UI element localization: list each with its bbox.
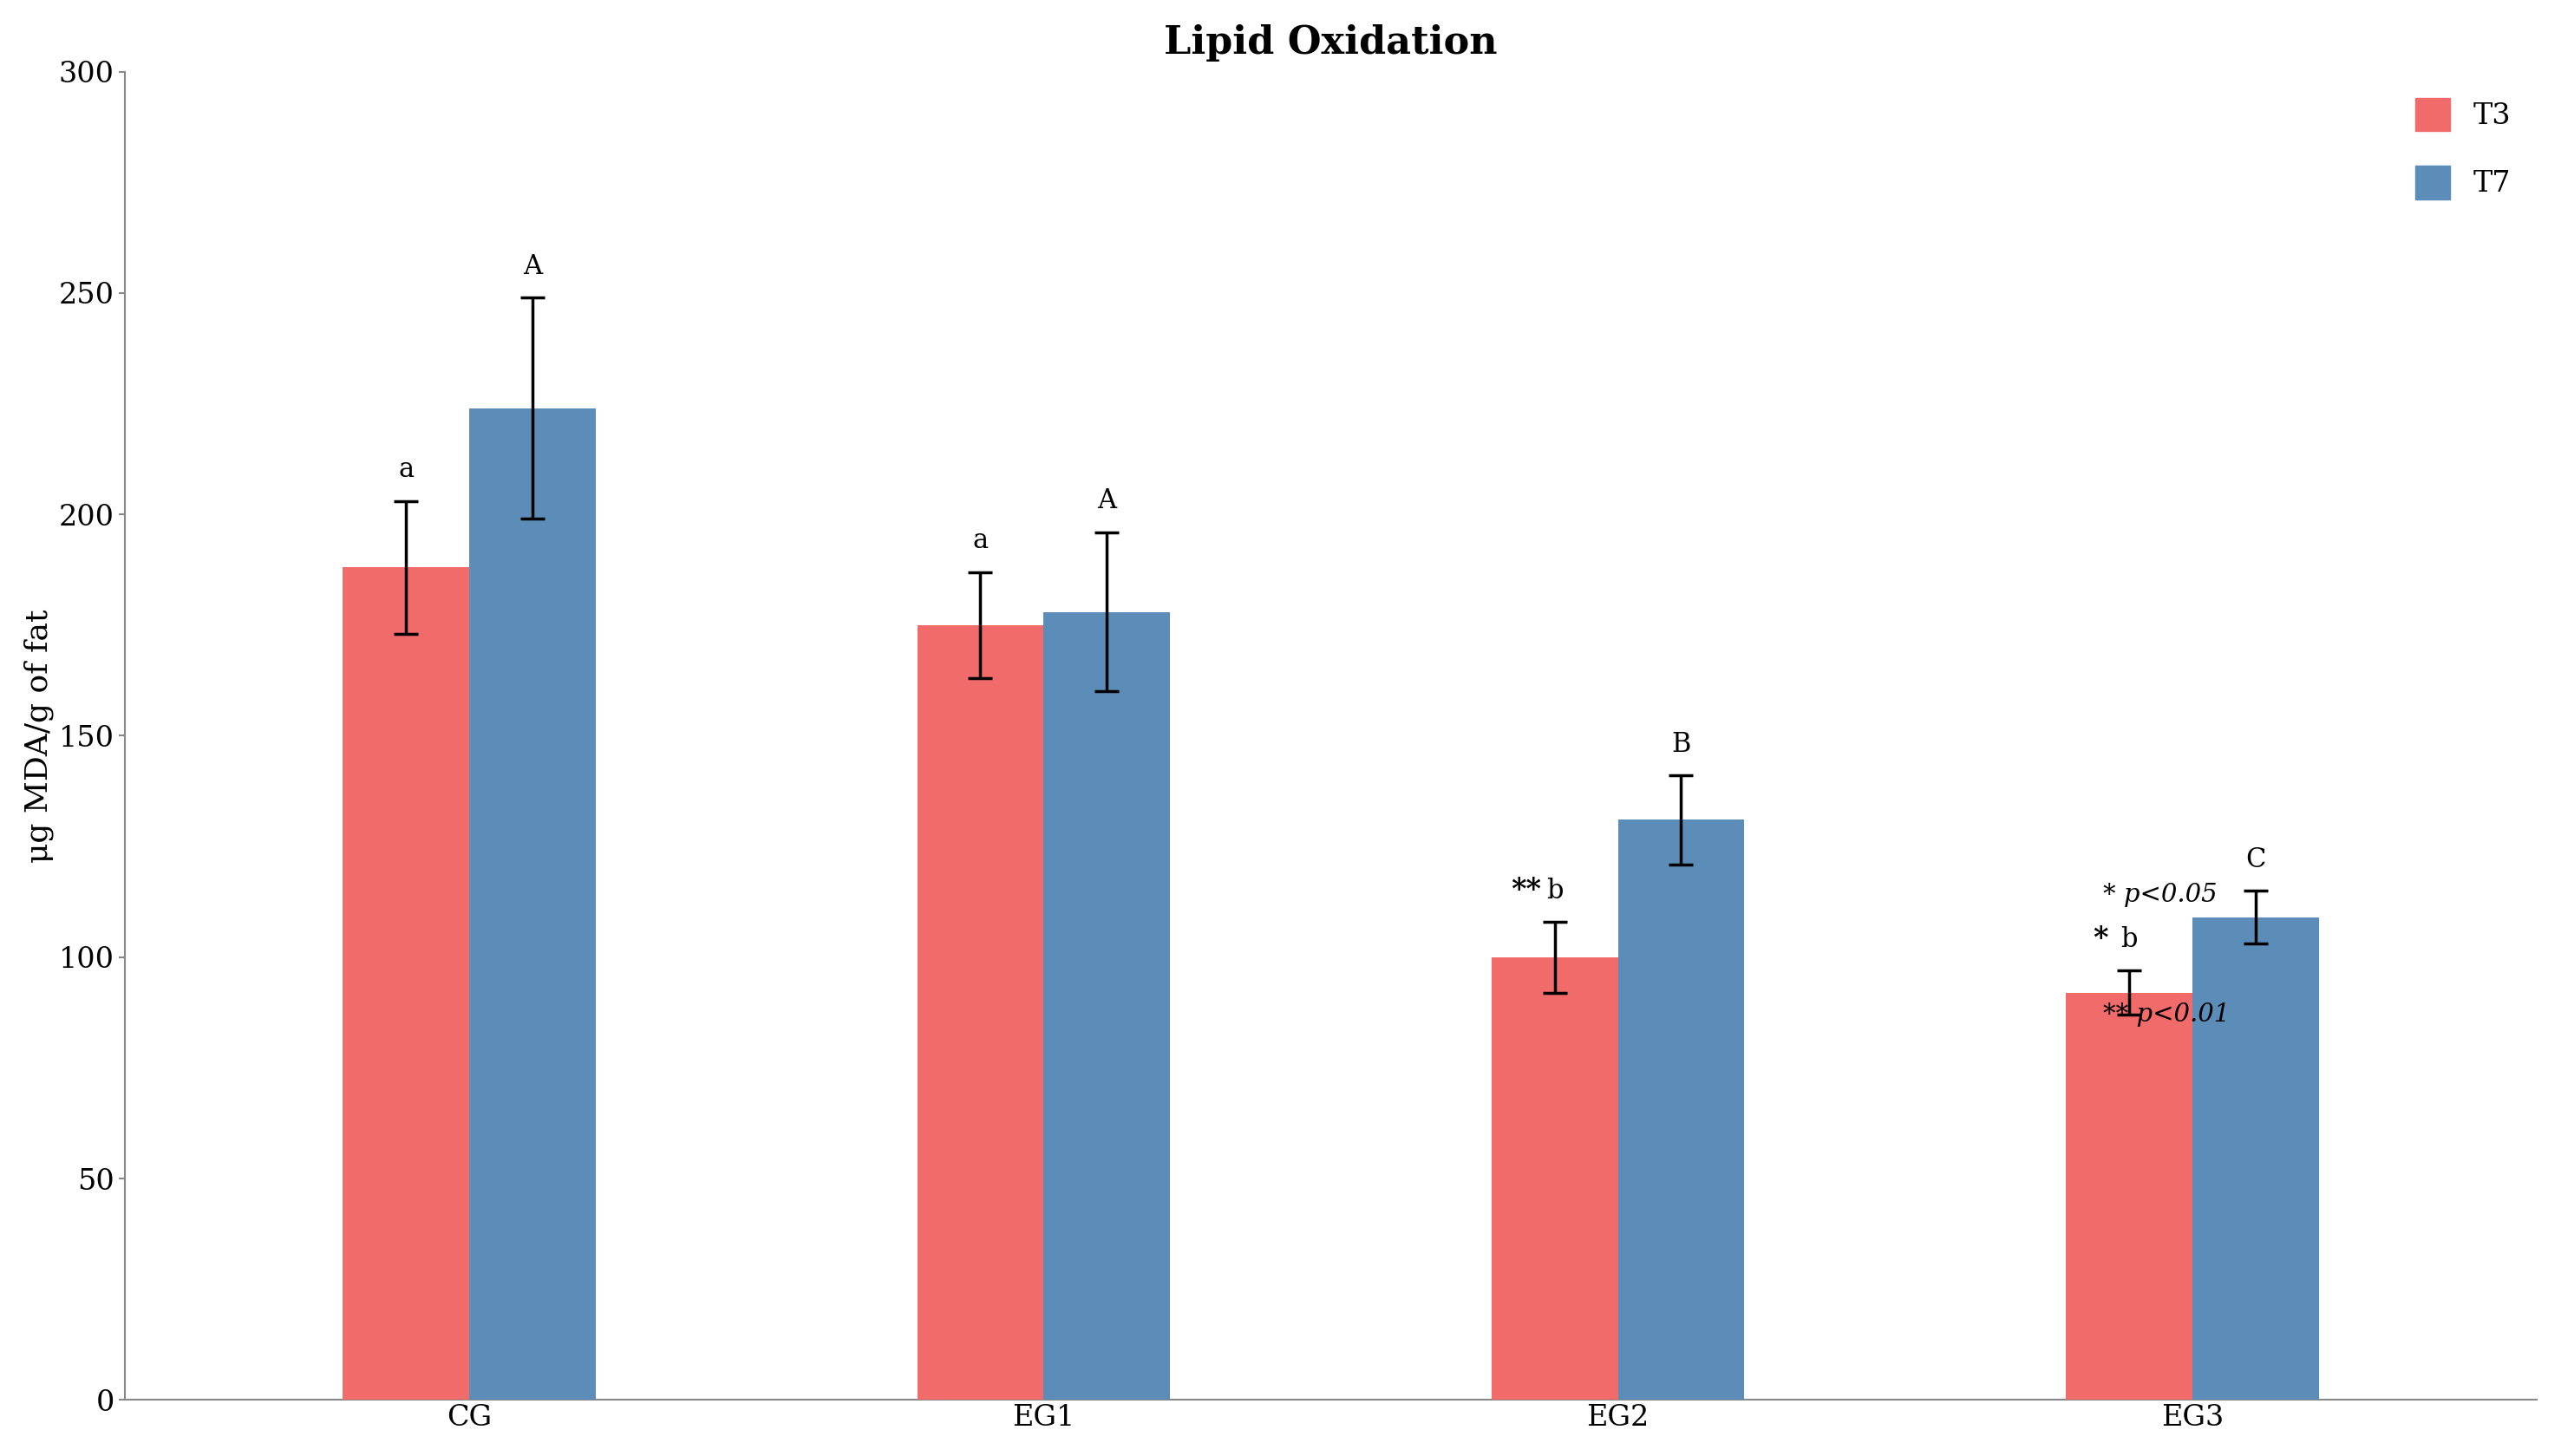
Text: B: B	[1672, 731, 1690, 759]
Text: b: b	[2121, 926, 2138, 952]
Bar	[343, 568, 469, 1401]
Bar	[1619, 820, 1744, 1401]
Text: b: b	[1547, 877, 1562, 904]
Text: a: a	[973, 527, 989, 555]
Text: A: A	[522, 253, 543, 280]
Text: **: **	[1511, 875, 1542, 904]
Text: C: C	[2246, 846, 2266, 874]
Bar	[2067, 993, 2192, 1401]
Bar	[1491, 957, 1619, 1401]
Text: A: A	[1096, 488, 1117, 514]
Text: ** p<0.01: ** p<0.01	[2103, 1003, 2231, 1026]
Text: *: *	[2092, 925, 2108, 952]
Bar	[917, 625, 1042, 1401]
Bar	[1042, 612, 1170, 1401]
Text: * p<0.05: * p<0.05	[2103, 882, 2218, 907]
Y-axis label: μg MDA/g of fat: μg MDA/g of fat	[23, 609, 54, 862]
Legend: T3, T7: T3, T7	[2405, 86, 2523, 211]
Bar	[469, 408, 597, 1401]
Bar	[2192, 917, 2318, 1401]
Text: a: a	[397, 457, 415, 483]
Title: Lipid Oxidation: Lipid Oxidation	[1165, 25, 1498, 61]
